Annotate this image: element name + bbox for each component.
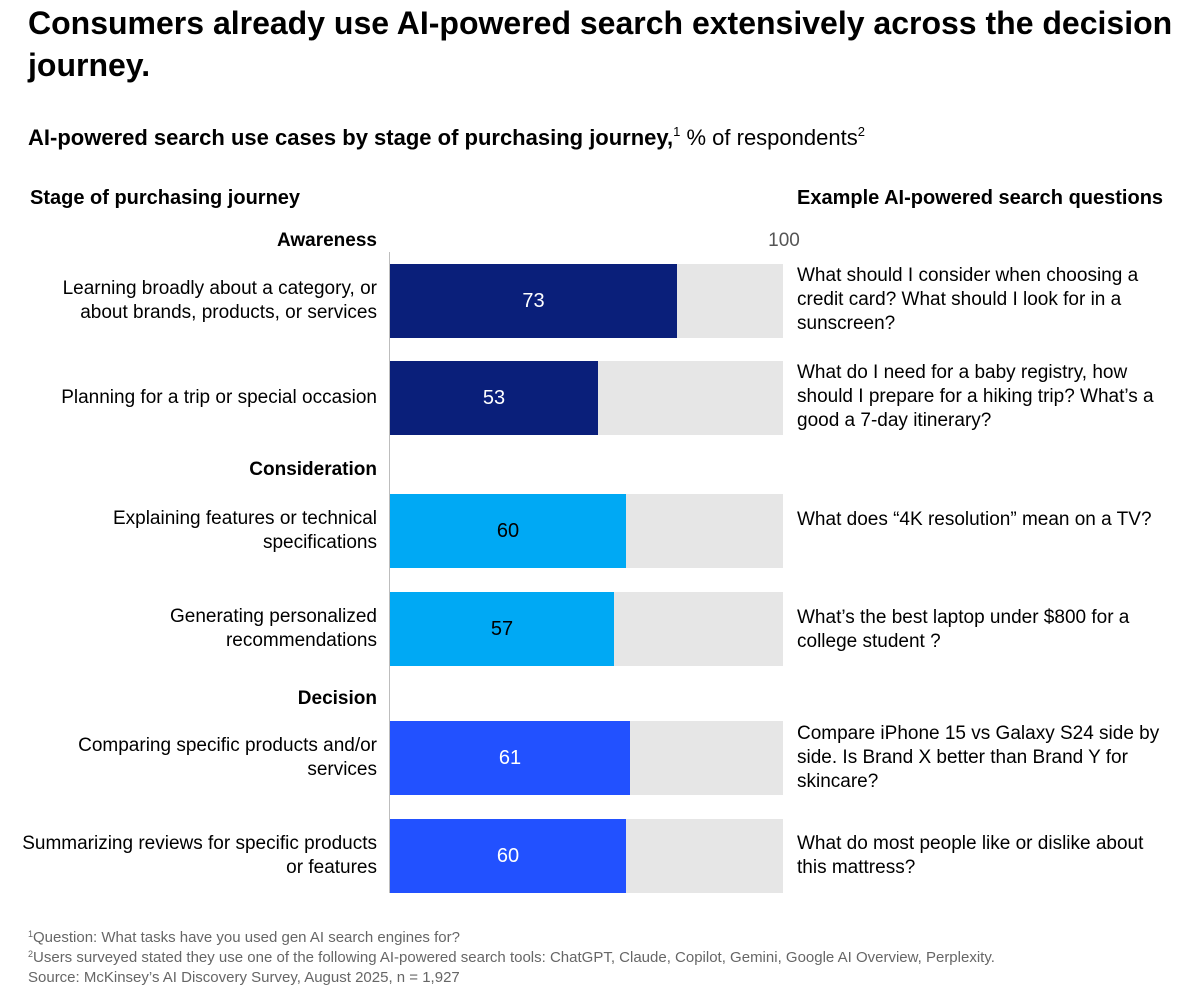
bar: [390, 361, 598, 435]
example-question: What do I need for a baby registry, how …: [797, 362, 1154, 431]
bar: [390, 592, 614, 666]
chart-subtitle: AI-powered search use cases by stage of …: [28, 122, 865, 154]
axis-line: [389, 252, 390, 893]
bar: [390, 721, 630, 795]
category-label: Comparing specific products and/or servi…: [78, 735, 377, 780]
scale-max-label: 100: [768, 230, 800, 251]
example-question: What’s the best laptop under $800 for a …: [797, 607, 1130, 652]
bar: [390, 494, 626, 568]
bar-value-label: 53: [482, 387, 506, 409]
bar-value-label: 60: [496, 845, 520, 867]
example-question: What do most people like or dislike abou…: [797, 833, 1144, 878]
example-question: Compare iPhone 15 vs Galaxy S24 side by …: [797, 723, 1160, 792]
stage-header-consideration: Consideration: [249, 459, 377, 480]
source-note: Source: McKinsey’s AI Discovery Survey, …: [28, 969, 460, 986]
footnote-1: 1Question: What tasks have you used gen …: [28, 929, 460, 946]
category-label: Planning for a trip or special occasion: [61, 387, 377, 408]
category-label: Summarizing reviews for specific product…: [22, 833, 377, 878]
subtitle-bold: AI-powered search use cases by stage of …: [28, 125, 674, 150]
category-label: Learning broadly about a category, or ab…: [62, 278, 377, 323]
bar-value-label: 60: [496, 520, 520, 542]
bar: [390, 264, 677, 338]
subtitle-footnote-ref-1: 1: [673, 124, 681, 139]
category-label: Explaining features or technical specifi…: [112, 508, 377, 553]
example-question: What does “4K resolution” mean on a TV?: [797, 509, 1152, 530]
bar-value-label: 61: [498, 747, 522, 769]
footnote-2: 2Users surveyed stated they use one of t…: [28, 949, 995, 966]
stage-column-header: Stage of purchasing journey: [30, 187, 301, 209]
stage-header-decision: Decision: [297, 688, 377, 709]
example-question: What should I consider when choosing a c…: [797, 265, 1139, 334]
bar-value-label: 57: [490, 618, 514, 640]
examples-column-header: Example AI-powered search questions: [797, 187, 1164, 209]
subtitle-footnote-ref-2: 2: [857, 124, 865, 139]
bar-value-label: 73: [522, 290, 545, 312]
stage-header-awareness: Awareness: [277, 230, 377, 251]
chart-title: Consumers already use AI-powered search …: [28, 5, 1173, 83]
bar: [390, 819, 626, 893]
category-label: Generating personalized recommendations: [169, 606, 377, 651]
footnotes: 1Question: What tasks have you used gen …: [28, 928, 995, 988]
subtitle-unit: % of respondents: [680, 125, 858, 150]
